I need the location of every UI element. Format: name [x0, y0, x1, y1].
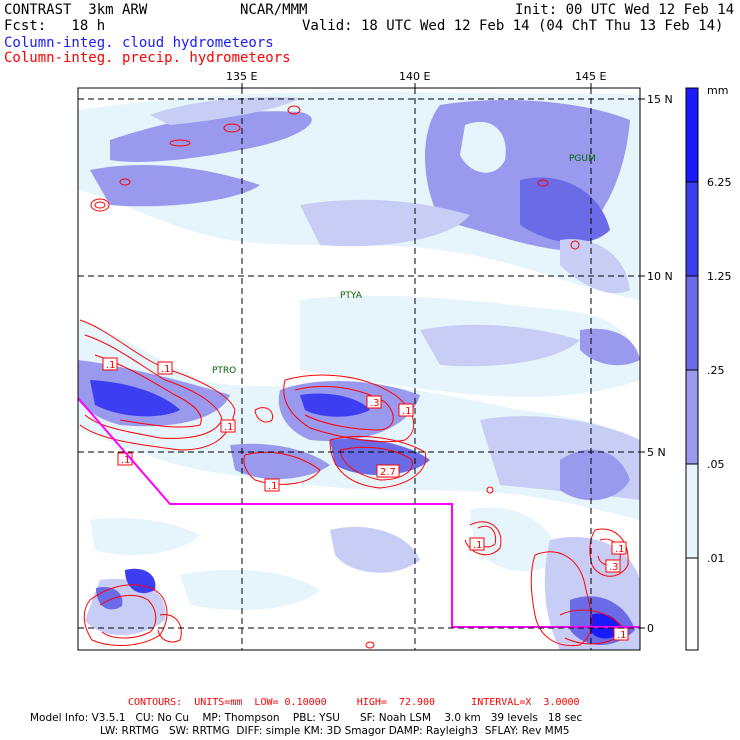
contour-label: .3: [370, 398, 380, 409]
colorbar-swatch: [686, 276, 698, 370]
colorbar-unit: mm: [707, 84, 728, 97]
contour-label: .1: [617, 630, 627, 641]
contour-label: .1: [268, 481, 278, 492]
cloud-field: [78, 91, 640, 650]
colorbar-tick: .01: [707, 552, 725, 565]
colorbar-tick: .05: [707, 458, 725, 471]
lon-label: 135 E: [226, 70, 257, 83]
colorbar-tick: 6.25: [707, 176, 732, 189]
lon-label: 140 E: [399, 70, 430, 83]
model-title: CONTRAST 3km ARW: [4, 2, 148, 18]
colorbar-tick: .25: [707, 364, 725, 377]
lon-label: 145 E: [575, 70, 606, 83]
contour-label-group: .1 .1 .1 .1 .3 .1 2.7 .1 .1 .1 .3 .1: [102, 357, 629, 641]
station-label: PTYA: [340, 291, 363, 301]
lat-label: 0: [647, 622, 654, 635]
lat-lon-grid: [78, 88, 640, 650]
colorbar-tick: 1.25: [707, 270, 732, 283]
colorbar: mm 6.25 1.25 .25 .05 .01: [685, 84, 732, 651]
axis-ticks: [241, 83, 645, 629]
cloud-field-label: Column-integ. cloud hydrometeors: [4, 35, 274, 51]
precip-contours: [79, 105, 629, 649]
model-info-line1: Model Info: V3.5.1 CU: No Cu MP: Thompso…: [30, 712, 583, 724]
colorbar-swatch: [686, 558, 698, 650]
colorbar-swatch: [686, 88, 698, 182]
contours-info: CONTOURS: UNITS=mm LOW= 0.10000 HIGH= 72…: [128, 697, 580, 708]
contour-label: .1: [121, 455, 131, 466]
contour-label: .1: [224, 422, 234, 433]
model-info-line2: LW: RRTMG SW: RRTMG DIFF: simple KM: 3D …: [100, 725, 570, 737]
colorbar-swatch: [686, 370, 698, 464]
center-name: NCAR/MMM: [240, 2, 308, 18]
station-label: PTRO: [212, 366, 236, 376]
lat-label: 10 N: [647, 270, 673, 283]
lat-label: 5 N: [647, 446, 666, 459]
map-frame: [77, 87, 641, 651]
station-label: PGUM: [569, 154, 596, 164]
precip-field-label: Column-integ. precip. hydrometeors: [4, 50, 291, 66]
contour-label: 2.7: [380, 467, 396, 478]
contour-label: .1: [161, 364, 171, 375]
contour-label: .1: [473, 540, 483, 551]
valid-time: Valid: 18 UTC Wed 12 Feb 14 (04 ChT Thu …: [302, 18, 724, 34]
contour-label: .3: [609, 562, 619, 573]
lat-label: 15 N: [647, 93, 673, 106]
forecast-hour: Fcst: 18 h: [4, 18, 106, 34]
contour-label: .1: [615, 544, 625, 555]
contour-label: .1: [106, 360, 116, 371]
colorbar-swatch: [686, 182, 698, 276]
contour-label: .1: [402, 406, 412, 417]
init-time: Init: 00 UTC Wed 12 Feb 14: [515, 2, 735, 18]
boundary-line: [77, 397, 640, 628]
colorbar-swatch: [686, 464, 698, 558]
